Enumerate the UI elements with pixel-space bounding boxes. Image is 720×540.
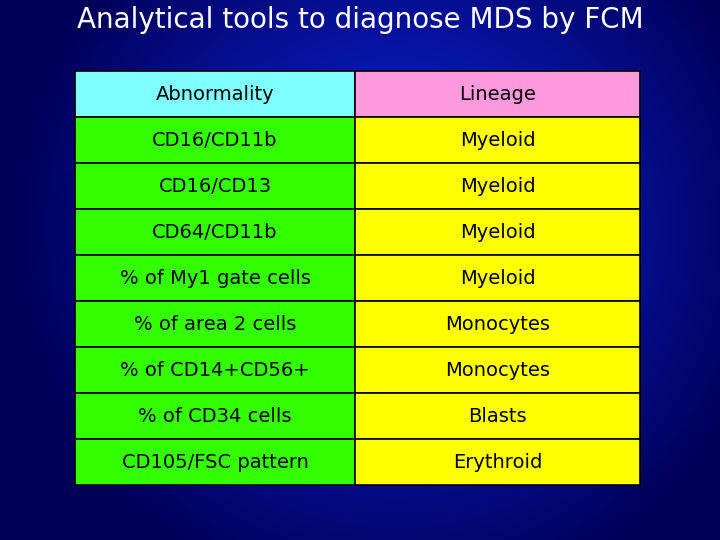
Bar — [75, 163, 355, 209]
Bar — [75, 301, 355, 347]
Bar — [75, 439, 355, 485]
Text: Myeloid: Myeloid — [459, 268, 535, 287]
Text: Analytical tools to diagnose MDS by FCM: Analytical tools to diagnose MDS by FCM — [77, 6, 643, 34]
Text: CD105/FSC pattern: CD105/FSC pattern — [122, 453, 308, 471]
Text: Monocytes: Monocytes — [445, 314, 550, 334]
Bar — [355, 347, 640, 393]
Bar — [355, 255, 640, 301]
Bar — [75, 71, 355, 117]
Bar — [355, 301, 640, 347]
Bar — [75, 117, 355, 163]
Bar — [355, 209, 640, 255]
Text: CD64/CD11b: CD64/CD11b — [152, 222, 278, 241]
Text: Abnormality: Abnormality — [156, 84, 274, 104]
Bar — [355, 163, 640, 209]
Bar — [355, 117, 640, 163]
Text: % of area 2 cells: % of area 2 cells — [134, 314, 296, 334]
Bar — [355, 393, 640, 439]
Bar — [75, 347, 355, 393]
Bar — [75, 255, 355, 301]
Text: Myeloid: Myeloid — [459, 177, 535, 195]
Text: Monocytes: Monocytes — [445, 361, 550, 380]
Bar — [355, 71, 640, 117]
Bar — [75, 393, 355, 439]
Text: Blasts: Blasts — [468, 407, 527, 426]
Text: CD16/CD11b: CD16/CD11b — [152, 131, 278, 150]
Text: Erythroid: Erythroid — [453, 453, 542, 471]
Text: Lineage: Lineage — [459, 84, 536, 104]
Text: Myeloid: Myeloid — [459, 131, 535, 150]
Text: CD16/CD13: CD16/CD13 — [158, 177, 271, 195]
Text: Myeloid: Myeloid — [459, 222, 535, 241]
Text: % of CD34 cells: % of CD34 cells — [138, 407, 292, 426]
Text: % of CD14+CD56+: % of CD14+CD56+ — [120, 361, 310, 380]
Bar — [75, 209, 355, 255]
Bar — [355, 439, 640, 485]
Text: % of My1 gate cells: % of My1 gate cells — [120, 268, 310, 287]
